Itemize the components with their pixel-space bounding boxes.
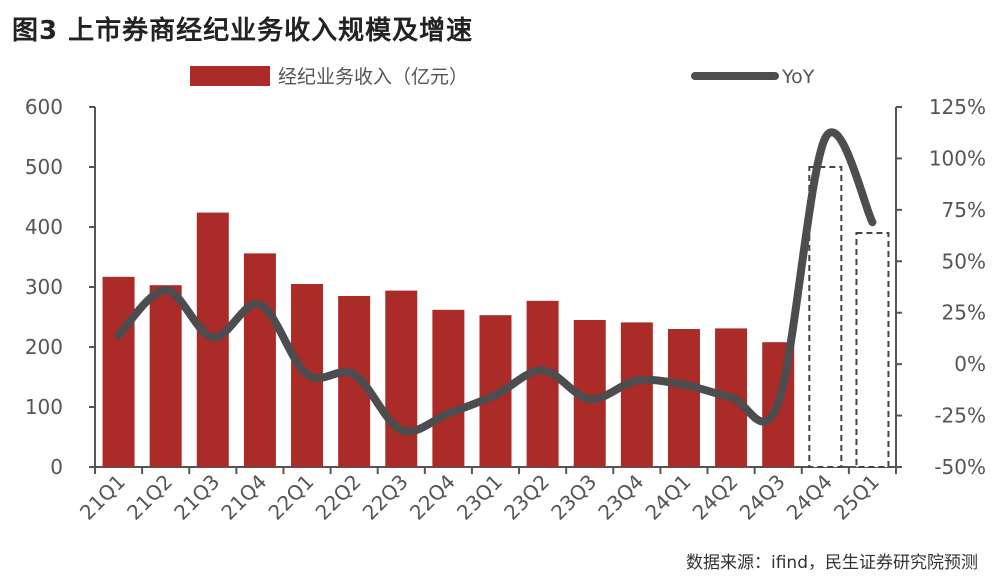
left-tick-label: 500	[25, 155, 63, 179]
right-tick-label: 25%	[942, 301, 986, 325]
bar	[243, 253, 276, 467]
yoy-line	[114, 128, 877, 436]
right-tick-label: 0%	[954, 352, 986, 376]
left-tick-label: 400	[25, 215, 63, 239]
left-tick-label: 200	[25, 335, 63, 359]
x-tick-label: 23Q1	[452, 470, 507, 525]
bar	[102, 276, 135, 467]
right-tick-label: -25%	[934, 404, 986, 428]
x-tick-label: 25Q1	[829, 470, 884, 525]
legend-bar-swatch	[190, 66, 270, 86]
x-tick-label: 23Q2	[499, 470, 554, 525]
source-note: 数据来源：ifind，民生证券研究院预测	[686, 553, 978, 573]
x-tick-label: 21Q3	[169, 470, 224, 525]
x-tick-label: 21Q2	[122, 470, 177, 525]
left-tick-label: 0	[50, 455, 63, 479]
bar	[526, 300, 559, 467]
right-tick-label: 125%	[929, 95, 986, 119]
x-tick-label: 23Q4	[593, 470, 648, 525]
legend-bar-label: 经纪业务收入（亿元）	[278, 66, 468, 88]
right-tick-label: 75%	[942, 198, 986, 222]
forecast-bar	[808, 166, 843, 468]
x-tick-label: 22Q4	[405, 470, 460, 525]
forecast-bar	[855, 232, 890, 468]
x-tick-label: 21Q4	[216, 470, 271, 525]
x-tick-label: 22Q1	[263, 470, 318, 525]
x-tick-label: 24Q2	[688, 470, 743, 525]
left-tick-label: 100	[25, 395, 63, 419]
x-tick-label: 22Q2	[311, 470, 366, 525]
x-tick-label: 21Q1	[75, 470, 130, 525]
right-tick-label: 100%	[929, 146, 986, 170]
right-tick-label: 50%	[942, 249, 986, 273]
x-tick-label: 24Q3	[735, 470, 790, 525]
bar	[667, 329, 700, 467]
bar	[385, 290, 418, 467]
x-tick-label: 22Q3	[358, 470, 413, 525]
bar	[149, 285, 182, 467]
right-tick-label: -50%	[934, 455, 986, 479]
bar	[620, 322, 653, 467]
x-tick-label: 23Q3	[546, 470, 601, 525]
bar	[432, 309, 465, 467]
x-tick-label: 24Q4	[782, 470, 837, 525]
chart-title: 图3 上市券商经纪业务收入规模及增速	[12, 16, 474, 46]
left-tick-label: 600	[25, 95, 63, 119]
legend-line-label: YoY	[781, 66, 815, 88]
x-tick-label: 24Q1	[640, 470, 695, 525]
left-tick-label: 300	[25, 275, 63, 299]
